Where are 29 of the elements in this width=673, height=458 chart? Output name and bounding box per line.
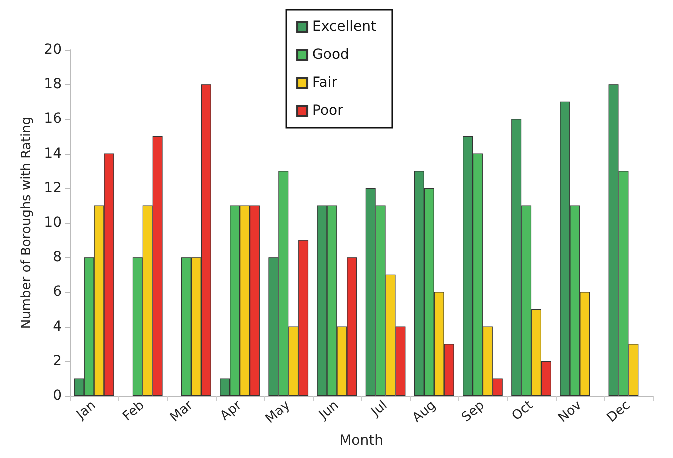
y-tick-label: 14: [44, 146, 62, 162]
x-tick-label: May: [263, 398, 294, 428]
x-tick-label: Oct: [510, 398, 536, 424]
x-tick-label: Jan: [73, 398, 100, 424]
legend-label: Excellent: [312, 19, 377, 35]
y-tick-label: 18: [44, 76, 62, 93]
y-tick-label: 2: [53, 353, 62, 370]
y-tick-label: 10: [44, 215, 62, 231]
x-tick-label: Feb: [120, 398, 148, 425]
x-tick-label: Sep: [459, 398, 488, 426]
y-tick-label: 20: [44, 42, 62, 58]
x-tick-label: Nov: [556, 398, 586, 426]
y-tick-label: 6: [53, 284, 62, 300]
x-axis-title: Month: [340, 433, 384, 449]
legend-label: Fair: [312, 75, 338, 91]
y-tick-label: 16: [44, 111, 62, 128]
y-tick-label: 4: [53, 318, 62, 335]
x-tick-label: Apr: [218, 398, 246, 424]
x-tick-label: Aug: [410, 398, 440, 426]
x-tick-label: Jun: [316, 398, 342, 424]
x-tick-label: Dec: [604, 398, 634, 426]
x-tick-label: Mar: [168, 398, 197, 426]
x-tick-label: Jul: [368, 398, 391, 420]
legend-label: Poor: [312, 103, 344, 119]
y-tick-label: 0: [53, 388, 62, 404]
y-tick-label: 8: [53, 250, 62, 266]
y-axis-title: Number of Boroughs with Rating: [19, 116, 34, 330]
y-tick-label: 12: [44, 180, 62, 196]
legend-label: Good: [312, 47, 350, 63]
